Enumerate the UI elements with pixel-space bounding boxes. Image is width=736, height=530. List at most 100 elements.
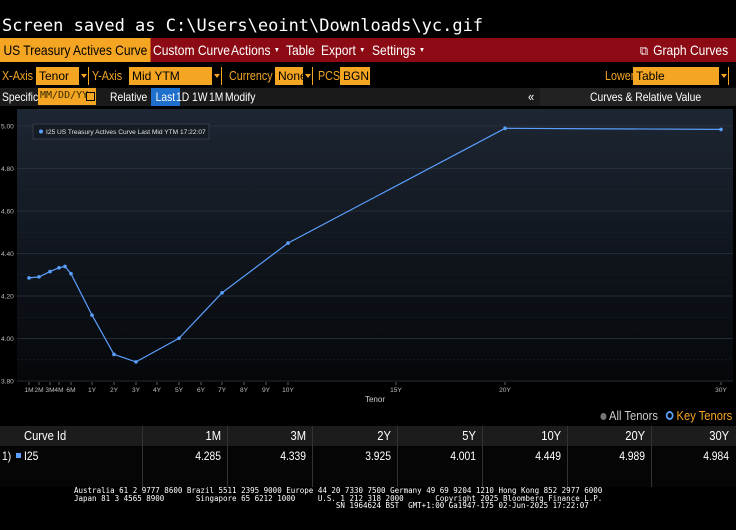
cell-20y: 4.989	[619, 449, 645, 463]
legend-box	[32, 123, 210, 140]
relative-label: Relative	[110, 90, 148, 104]
menu-custom-curve[interactable]: Custom Curve	[153, 42, 230, 58]
currency-dropdown[interactable]: None	[275, 67, 313, 85]
lower-chart-dropdown[interactable]: Table	[633, 67, 729, 85]
caret-down-icon: ▼	[418, 47, 425, 55]
row-number: 1)	[2, 449, 12, 463]
xaxis-dropdown[interactable]: Tenor	[36, 67, 89, 85]
data-point-5m	[63, 264, 67, 269]
x-tick-label: 30Y	[715, 387, 727, 394]
series-points	[27, 126, 723, 364]
series-color-swatch	[16, 453, 21, 458]
footer-line-1: Australia 61 2 9777 8600 Brazil 5511 239…	[74, 486, 603, 495]
y-tick-label: 4.20	[1, 294, 14, 301]
x-tick-label: 15Y	[390, 387, 402, 394]
menu-settings-label: Settings	[372, 42, 416, 58]
all-tenors-radio[interactable]: All Tenors	[600, 408, 658, 423]
y-tick-label: 3.80	[1, 379, 14, 386]
yaxis-label: Y-Axis	[92, 69, 123, 83]
yaxis-dropdown[interactable]: Mid YTM	[129, 67, 222, 85]
relative-1m-button[interactable]: 1M	[209, 90, 224, 104]
header-3m: 3M	[290, 428, 306, 443]
cell-5y: 4.001	[450, 449, 476, 463]
graph-curves-label: Graph Curves	[653, 42, 729, 58]
relative-1w-button[interactable]: 1W	[192, 90, 208, 104]
y-tick-label: 4.60	[1, 209, 14, 216]
dropdown-arrow-icon	[212, 67, 221, 85]
data-point-7y	[220, 291, 224, 295]
x-axis-title: Tenor	[365, 395, 385, 404]
graph-curves-button[interactable]: ⧉ Graph Curves	[640, 38, 728, 62]
pcs-field[interactable]: BGN	[340, 67, 370, 85]
x-tick-label: 20Y	[499, 387, 511, 394]
x-tick-label: 6Y	[197, 387, 206, 394]
relative-last-button[interactable]: Last	[151, 88, 180, 106]
data-point-1m	[27, 276, 31, 280]
data-point-1y	[90, 313, 94, 317]
header-5y: 5Y	[462, 428, 476, 443]
tab-us-treasury-actives-curve[interactable]: US Treasury Actives Curve	[0, 38, 151, 62]
column-divider	[227, 426, 228, 487]
column-divider	[312, 426, 313, 487]
menu-table[interactable]: Table	[286, 42, 315, 58]
x-tick-label: 7Y	[218, 387, 227, 394]
x-tick-label: 3Y	[132, 387, 141, 394]
header-20y: 20Y	[625, 428, 645, 443]
y-tick-label: 4.00	[1, 336, 14, 343]
data-point-30y	[719, 127, 723, 132]
key-tenors-label: Key Tenors	[676, 408, 732, 423]
data-point-2m	[37, 275, 41, 279]
key-tenors-radio[interactable]: Key Tenors	[665, 408, 732, 423]
x-tick-label: 1M	[24, 387, 33, 394]
x-tick-label: 9Y	[262, 387, 271, 394]
panel-title: Curves & Relative Value	[590, 90, 702, 104]
relative-1d-button[interactable]: 1D	[176, 90, 190, 104]
date-input[interactable]: MM/DD/YY	[38, 88, 96, 105]
specific-label: Specific	[2, 90, 39, 104]
data-point-6m	[69, 271, 73, 276]
y-tick-label: 4.80	[1, 166, 14, 173]
x-tick-label: 4Y	[153, 387, 162, 394]
caret-down-icon: ▼	[273, 47, 280, 55]
table-row[interactable]: 1) I25	[0, 447, 736, 487]
menu-export[interactable]: Export ▼	[321, 38, 365, 62]
status-message: Screen saved as C:\Users\eoint\Downloads…	[2, 16, 484, 36]
date-placeholder: MM/DD/YY	[40, 90, 89, 101]
header-curve-id: Curve Id	[24, 428, 67, 443]
data-point-5y	[177, 336, 181, 341]
header-2y: 2Y	[377, 428, 391, 443]
column-divider	[142, 426, 143, 487]
cell-10y: 4.449	[535, 449, 561, 463]
data-point-4m	[57, 265, 61, 270]
lower-chart-value: Table	[636, 69, 665, 83]
currency-value: None	[278, 69, 307, 83]
pcs-label: PCS	[318, 69, 341, 83]
x-tick-label: 10Y	[282, 387, 294, 394]
column-divider	[482, 426, 483, 487]
external-link-icon: ⧉	[640, 43, 648, 58]
footer-line-2: Japan 81 3 4565 8900 Singapore 65 6212 1…	[74, 493, 603, 503]
header-1m: 1M	[205, 428, 221, 443]
collapse-panel-button[interactable]: «	[528, 89, 535, 104]
legend-marker	[39, 129, 43, 134]
axis-controls: X-Axis Tenor Y-Axis Mid YTM Currency Non…	[0, 67, 736, 87]
currency-label: Currency	[229, 69, 273, 83]
dropdown-arrow-icon	[719, 67, 728, 85]
y-axis-labels: 3.80 4.00 4.20 4.40 4.60 4.80 5.00	[1, 124, 14, 386]
x-tick-label: 6M	[66, 387, 75, 394]
x-tick-label: 4M	[54, 387, 63, 394]
data-point-2y	[112, 352, 116, 357]
modify-button[interactable]: Modify	[225, 90, 256, 104]
xaxis-value: Tenor	[39, 69, 70, 83]
x-tick-label: 8Y	[240, 387, 249, 394]
footer-line-3: SN 1964624 BST GMT+1:00 Ga1947-175 02-Ju…	[74, 501, 589, 510]
menu-settings[interactable]: Settings ▼	[372, 38, 425, 62]
chart-legend: I25 US Treasury Actives Curve Last Mid Y…	[32, 123, 210, 140]
header-30y: 30Y	[709, 428, 729, 443]
panel-title-box: Curves & Relative Value	[540, 88, 736, 106]
row-curve-id: I25	[24, 449, 39, 463]
caret-down-icon: ▼	[359, 47, 366, 55]
menu-actions[interactable]: Actions ▼	[231, 38, 280, 62]
dropdown-arrow-icon	[303, 67, 312, 85]
x-tick-label: 3M	[45, 387, 54, 394]
